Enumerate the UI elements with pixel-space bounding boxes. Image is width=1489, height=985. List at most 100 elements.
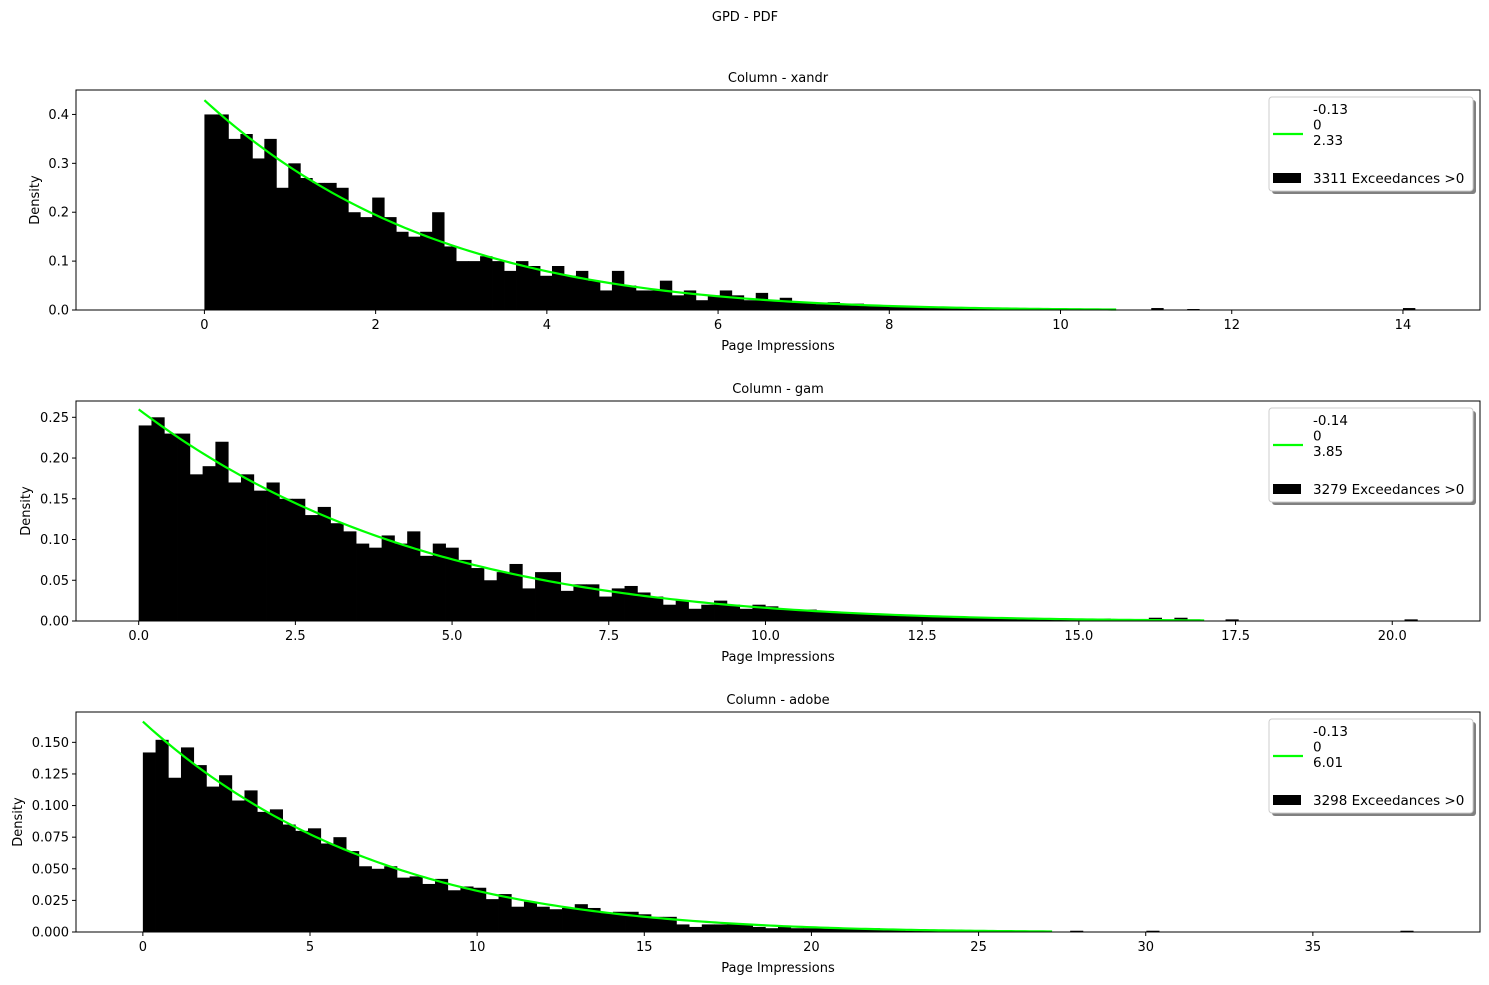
- histogram-bar: [779, 297, 793, 310]
- histogram-bar: [841, 612, 856, 621]
- histogram-bar: [458, 559, 472, 621]
- histogram-bar: [282, 824, 296, 932]
- histogram-bar: [483, 580, 498, 621]
- histogram-bar: [719, 290, 733, 310]
- histogram-bar: [573, 584, 587, 621]
- x-tick-label: 7.5: [598, 629, 619, 644]
- histogram-bar: [219, 775, 233, 932]
- histogram-bar: [893, 615, 907, 621]
- histogram-bar: [918, 616, 932, 621]
- histogram-bar: [982, 617, 996, 621]
- x-tick-label: 15: [636, 940, 653, 955]
- histogram-bar: [707, 295, 721, 310]
- histogram-bar: [240, 474, 255, 621]
- histogram-bar: [923, 306, 936, 310]
- axes-frame: [75, 711, 1481, 933]
- figure-title: GPD - PDF: [712, 10, 778, 25]
- histogram-bar: [647, 290, 661, 310]
- legend-box: [1268, 718, 1474, 814]
- histogram-bar: [547, 572, 562, 621]
- histogram-bar: [371, 868, 385, 932]
- histogram-bar: [574, 904, 588, 932]
- histogram-bar: [480, 256, 493, 310]
- histogram-bar: [473, 887, 487, 932]
- histogram-bar: [995, 618, 1009, 621]
- histogram-bar: [549, 909, 563, 932]
- histogram-bar: [611, 588, 625, 621]
- legend-line-label: 0: [1313, 740, 1322, 756]
- x-tick-label: 6: [714, 318, 722, 333]
- histogram-bar: [803, 928, 817, 932]
- x-tick-label: 12: [1223, 318, 1240, 333]
- histogram-bar: [755, 292, 769, 310]
- histogram-bar: [343, 531, 357, 621]
- histogram-bar: [957, 616, 971, 621]
- histogram-bars: [142, 739, 1414, 932]
- histogram-bar: [752, 926, 766, 932]
- y-tick-label: 0.4: [48, 108, 69, 123]
- histogram-bar: [944, 616, 958, 621]
- histogram-bar: [381, 535, 395, 621]
- histogram-bar: [623, 285, 637, 310]
- x-axis-title: Page Impressions: [721, 339, 835, 354]
- histogram-bar: [790, 928, 804, 932]
- histogram-bar: [435, 878, 449, 932]
- histogram-bar: [396, 231, 409, 310]
- x-tick-label: 15.0: [1064, 629, 1093, 644]
- histogram-bar: [841, 928, 855, 932]
- histogram-bar: [155, 739, 169, 932]
- legend-line-label: -0.13: [1313, 102, 1348, 118]
- histogram-bar: [969, 617, 983, 621]
- histogram-bar: [324, 182, 337, 310]
- histogram-bar: [420, 231, 433, 310]
- histogram-bar: [905, 930, 919, 932]
- histogram-bar: [216, 114, 229, 310]
- histogram-bar: [689, 926, 703, 932]
- y-tick-label: 0.000: [32, 926, 69, 941]
- histogram-bar: [587, 280, 601, 310]
- histogram-bar: [839, 304, 853, 310]
- legend-box: [1268, 96, 1474, 192]
- x-tick-label: 4: [543, 318, 551, 333]
- subplot-title: Column - adobe: [726, 693, 829, 708]
- histogram-bar: [240, 134, 253, 310]
- histogram-bar: [253, 490, 267, 621]
- histogram-bar: [516, 261, 529, 310]
- histogram-bar: [348, 212, 361, 310]
- histogram-bar: [333, 837, 347, 932]
- histogram-bar: [791, 302, 805, 310]
- histogram-bars: [204, 114, 1416, 310]
- histogram-bar: [563, 275, 577, 310]
- histogram-bar: [509, 563, 523, 621]
- x-tick-label: 10: [1052, 318, 1069, 333]
- y-tick-label: 0.1: [48, 255, 69, 270]
- histogram-bar: [168, 777, 182, 932]
- y-tick-label: 0.25: [40, 411, 69, 426]
- histogram-bar: [638, 914, 652, 932]
- histogram-bar: [851, 303, 865, 310]
- legend-line-label: -0.14: [1313, 413, 1348, 429]
- x-tick-label: 8: [885, 318, 893, 333]
- histogram-bar: [739, 608, 753, 621]
- histogram-bar: [228, 138, 241, 310]
- histogram-bar: [445, 547, 459, 621]
- histogram-bar: [867, 613, 881, 621]
- histogram-bar: [778, 608, 792, 621]
- histogram-bar: [523, 901, 538, 932]
- histogram-bar: [1033, 619, 1047, 621]
- subplot-title: Column - gam: [732, 382, 824, 397]
- x-tick-label: 35: [1305, 940, 1322, 955]
- y-tick-label: 0.050: [32, 862, 69, 877]
- histogram-bar: [356, 543, 370, 621]
- histogram-bar: [1400, 930, 1414, 932]
- histogram-bar: [879, 929, 893, 932]
- x-tick-label: 5.0: [442, 629, 463, 644]
- x-tick-label: 14: [1395, 318, 1412, 333]
- legend-line-label: 3.85: [1313, 444, 1343, 460]
- histogram-bar: [320, 843, 334, 932]
- legend-line-label: 0: [1313, 118, 1322, 134]
- y-tick-label: 0.150: [32, 736, 69, 751]
- histogram-bar: [372, 197, 385, 310]
- histogram-bar: [829, 612, 843, 621]
